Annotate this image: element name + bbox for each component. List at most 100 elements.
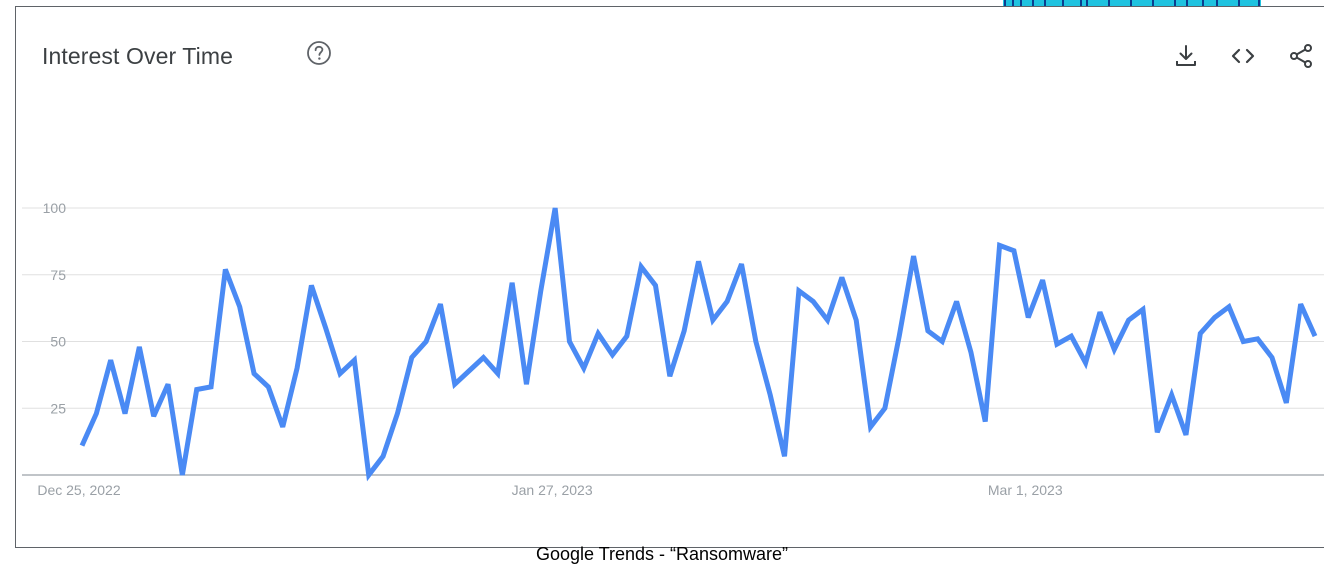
- data-point[interactable]: [194, 387, 200, 393]
- data-point[interactable]: [566, 339, 572, 345]
- data-point[interactable]: [968, 349, 974, 355]
- data-point[interactable]: [208, 384, 214, 390]
- data-point[interactable]: [437, 301, 443, 307]
- data-point[interactable]: [796, 288, 802, 294]
- data-point[interactable]: [624, 333, 630, 339]
- data-point[interactable]: [136, 344, 142, 350]
- data-point[interactable]: [394, 411, 400, 417]
- data-point[interactable]: [724, 298, 730, 304]
- data-point[interactable]: [925, 328, 931, 334]
- data-point[interactable]: [79, 443, 85, 449]
- data-point[interactable]: [1011, 248, 1017, 254]
- data-point[interactable]: [1183, 432, 1189, 438]
- data-point[interactable]: [409, 355, 415, 361]
- data-point[interactable]: [1283, 400, 1289, 406]
- data-point[interactable]: [667, 373, 673, 379]
- data-point[interactable]: [954, 298, 960, 304]
- data-point[interactable]: [1068, 333, 1074, 339]
- card-title: Interest Over Time: [42, 43, 233, 69]
- data-point[interactable]: [753, 339, 759, 345]
- data-point[interactable]: [294, 365, 300, 371]
- data-point[interactable]: [868, 424, 874, 430]
- data-point[interactable]: [896, 333, 902, 339]
- data-point[interactable]: [810, 298, 816, 304]
- data-point[interactable]: [1025, 314, 1031, 320]
- data-point[interactable]: [122, 411, 128, 417]
- data-point[interactable]: [710, 317, 716, 323]
- data-point[interactable]: [480, 355, 486, 361]
- data-point[interactable]: [609, 352, 615, 358]
- data-point[interactable]: [108, 357, 114, 363]
- data-point[interactable]: [1154, 429, 1160, 435]
- data-point[interactable]: [93, 411, 99, 417]
- data-point[interactable]: [337, 371, 343, 377]
- data-point[interactable]: [652, 282, 658, 288]
- data-point[interactable]: [165, 381, 171, 387]
- data-point[interactable]: [265, 384, 271, 390]
- data-point[interactable]: [1269, 355, 1275, 361]
- data-point[interactable]: [1240, 339, 1246, 345]
- data-point[interactable]: [882, 405, 888, 411]
- figure-caption: Google Trends - “Ransomware”: [535, 544, 789, 564]
- data-point[interactable]: [825, 317, 831, 323]
- data-point[interactable]: [509, 280, 515, 286]
- data-point[interactable]: [1140, 306, 1146, 312]
- data-point[interactable]: [1040, 277, 1046, 283]
- data-point[interactable]: [380, 453, 386, 459]
- share-icon[interactable]: [1288, 43, 1314, 69]
- data-point[interactable]: [1298, 301, 1304, 307]
- data-point[interactable]: [495, 371, 501, 377]
- data-point[interactable]: [280, 424, 286, 430]
- data-point[interactable]: [595, 330, 601, 336]
- data-point[interactable]: [1212, 314, 1218, 320]
- data-point[interactable]: [1312, 333, 1318, 339]
- data-point[interactable]: [323, 325, 329, 331]
- help-circle-icon[interactable]: [306, 40, 332, 66]
- data-point[interactable]: [523, 381, 529, 387]
- data-point[interactable]: [1226, 304, 1232, 310]
- data-point[interactable]: [1111, 347, 1117, 353]
- data-point[interactable]: [423, 339, 429, 345]
- data-point[interactable]: [911, 253, 917, 259]
- data-point[interactable]: [739, 261, 745, 267]
- data-point[interactable]: [939, 339, 945, 345]
- data-point[interactable]: [179, 472, 185, 478]
- data-point[interactable]: [681, 328, 687, 334]
- data-point[interactable]: [767, 392, 773, 398]
- embed-code-icon[interactable]: [1230, 43, 1256, 69]
- data-point[interactable]: [237, 304, 243, 310]
- data-point[interactable]: [696, 258, 702, 264]
- data-point[interactable]: [366, 472, 372, 478]
- data-point[interactable]: [638, 264, 644, 270]
- data-point[interactable]: [982, 419, 988, 425]
- data-point[interactable]: [839, 274, 845, 280]
- interest-over-time-card: Interest Over Time: [15, 6, 1324, 548]
- data-point[interactable]: [538, 288, 544, 294]
- data-point[interactable]: [782, 453, 788, 459]
- x-tick-label: Jan 27, 2023: [512, 482, 593, 498]
- data-point[interactable]: [552, 205, 558, 211]
- download-icon[interactable]: [1173, 43, 1199, 69]
- y-tick-label: 75: [50, 267, 66, 283]
- data-point[interactable]: [1255, 336, 1261, 342]
- data-point[interactable]: [351, 357, 357, 363]
- data-point[interactable]: [997, 242, 1003, 248]
- data-point[interactable]: [853, 317, 859, 323]
- data-point[interactable]: [1083, 360, 1089, 366]
- x-tick-label: Mar 1, 2023: [988, 482, 1063, 498]
- data-point[interactable]: [151, 413, 157, 419]
- data-point[interactable]: [308, 282, 314, 288]
- data-point[interactable]: [466, 368, 472, 374]
- data-point[interactable]: [1169, 392, 1175, 398]
- data-point[interactable]: [581, 365, 587, 371]
- data-point[interactable]: [1097, 309, 1103, 315]
- data-point[interactable]: [251, 371, 257, 377]
- data-point[interactable]: [1197, 330, 1203, 336]
- data-point[interactable]: [1126, 317, 1132, 323]
- series-line: [79, 207, 1318, 482]
- data-point[interactable]: [452, 381, 458, 387]
- data-point[interactable]: [1054, 341, 1060, 347]
- x-tick-label: Dec 25, 2022: [37, 482, 120, 498]
- data-point[interactable]: [222, 266, 228, 272]
